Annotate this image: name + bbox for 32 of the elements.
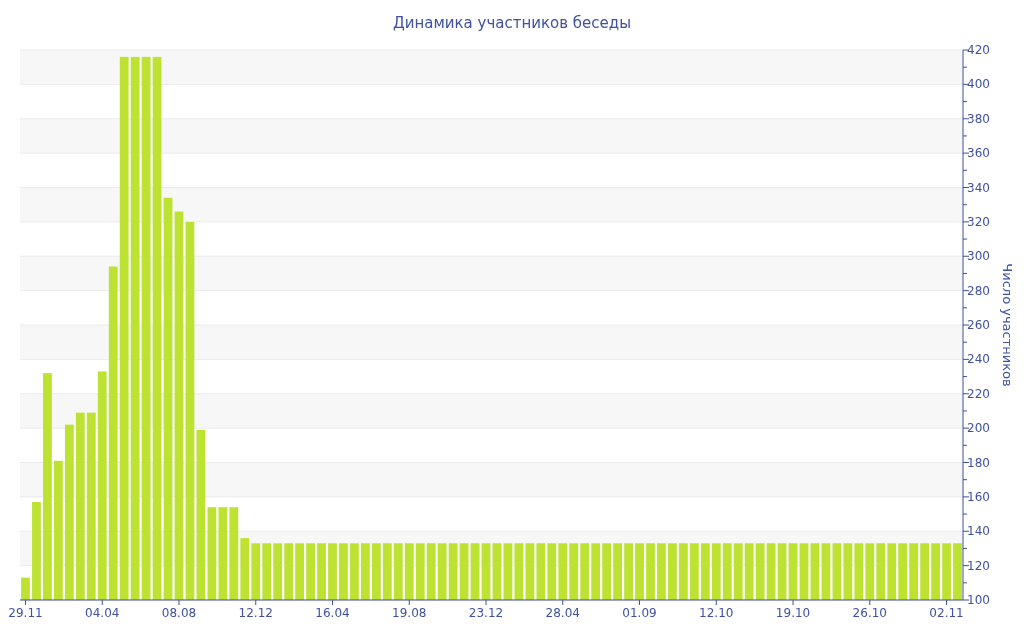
y-tick-label: 400 [967, 77, 990, 92]
y-axis-title: Число участников [1000, 263, 1015, 387]
y-tick-label: 320 [967, 214, 990, 229]
y-tick-label: 160 [967, 489, 990, 504]
x-tick-label: 19.08 [392, 606, 427, 620]
y-tick-label: 120 [967, 558, 990, 573]
y-tick-label: 340 [967, 180, 990, 195]
x-tick-label: 12.10 [699, 606, 734, 620]
x-tick-label: 04.04 [85, 606, 120, 620]
y-tick-label: 380 [967, 111, 990, 126]
y-tick-label: 360 [967, 146, 990, 161]
x-tick-label: 08.08 [161, 606, 197, 620]
x-tick-label: 16.04 [315, 606, 350, 620]
x-tick-label: 19.10 [775, 606, 811, 620]
y-tick-label: 200 [967, 421, 990, 436]
y-tick-label: 420 [967, 43, 990, 57]
y-tick-label: 280 [967, 283, 990, 298]
y-tick-label: 220 [967, 386, 990, 401]
x-tick-label: 28.04 [545, 606, 580, 620]
y-tick-label: 180 [967, 455, 990, 470]
y-tick-label: 300 [967, 249, 990, 264]
x-tick-label: 12.12 [238, 606, 273, 620]
chart-title: Динамика участников беседы [392, 14, 632, 32]
x-tick-label: 26.10 [852, 606, 887, 620]
y-tick-label: 240 [967, 352, 990, 367]
y-tick-label: 100 [967, 593, 990, 607]
x-tick-label: 01.09 [622, 606, 657, 620]
y-tick-label: 140 [967, 524, 990, 539]
x-tick-label: 29.11 [8, 606, 43, 620]
y-tick-label: 260 [967, 318, 990, 332]
x-tick-label: 02.11 [929, 606, 964, 620]
x-tick-label: 23.12 [468, 606, 504, 620]
